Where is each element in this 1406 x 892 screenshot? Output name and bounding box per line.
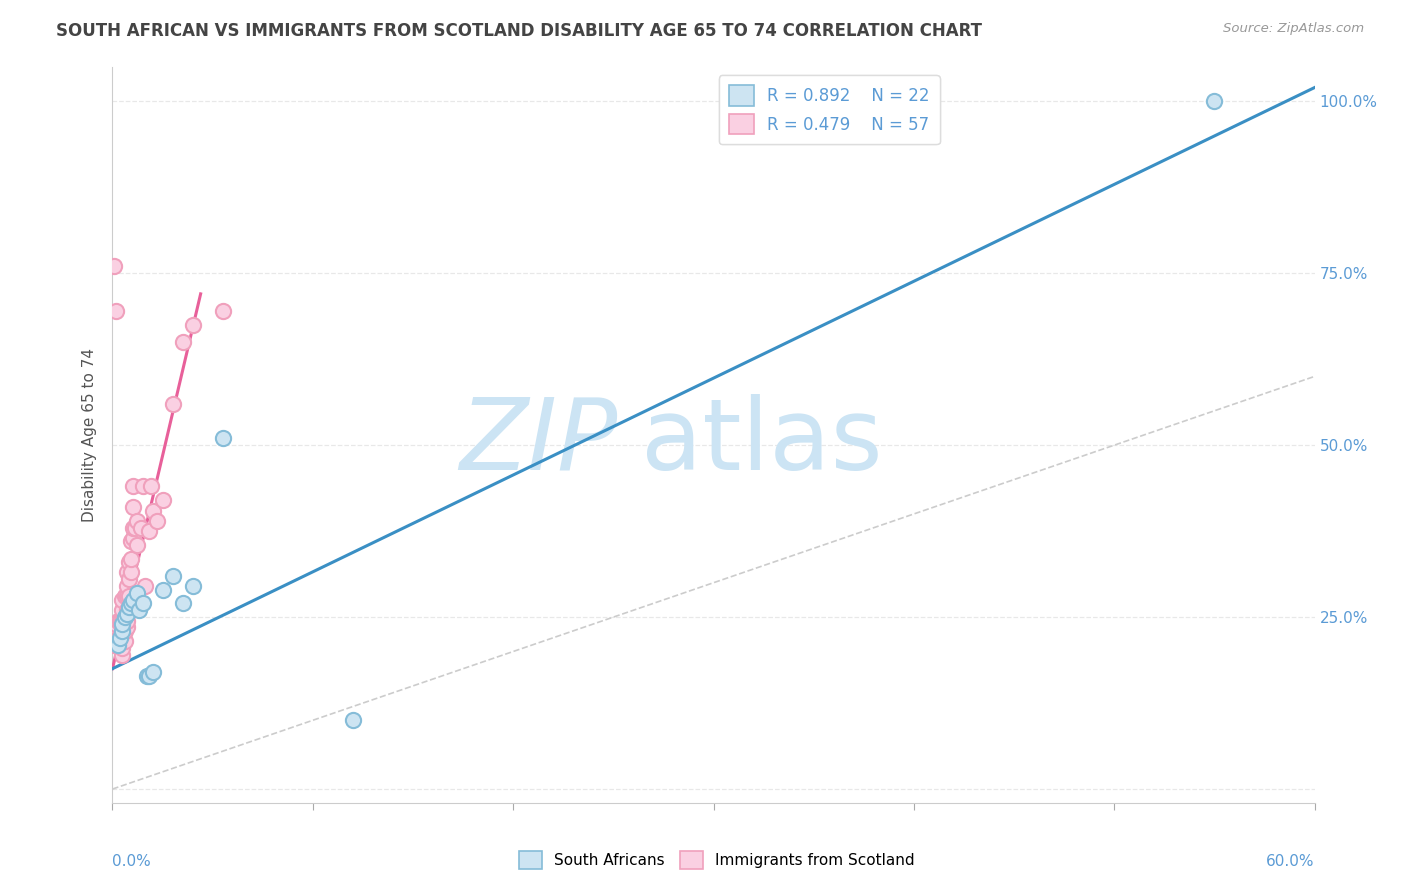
Point <box>115 607 138 621</box>
Point <box>117 572 139 586</box>
Point <box>107 634 129 648</box>
Point <box>145 514 167 528</box>
Point <box>111 614 134 628</box>
Point <box>117 590 139 604</box>
Y-axis label: Disability Age 65 to 74: Disability Age 65 to 74 <box>82 348 97 522</box>
Point <box>110 614 132 628</box>
Point <box>162 569 184 583</box>
Text: 0.0%: 0.0% <box>112 855 152 870</box>
Point <box>181 318 204 332</box>
Point <box>121 521 143 535</box>
Point <box>115 620 138 634</box>
Point <box>181 579 204 593</box>
Point <box>107 638 129 652</box>
Point <box>111 631 134 645</box>
Point <box>107 614 129 628</box>
Legend: R = 0.892    N = 22, R = 0.479    N = 57: R = 0.892 N = 22, R = 0.479 N = 57 <box>718 75 939 145</box>
Text: Source: ZipAtlas.com: Source: ZipAtlas.com <box>1223 22 1364 36</box>
Point <box>105 304 128 318</box>
Point <box>111 617 134 632</box>
Point <box>1204 95 1226 109</box>
Point <box>131 479 153 493</box>
Text: 60.0%: 60.0% <box>1267 855 1315 870</box>
Point <box>131 596 153 610</box>
Text: ZIP: ZIP <box>460 393 617 491</box>
Point <box>115 579 138 593</box>
Point <box>117 555 139 569</box>
Point <box>105 634 128 648</box>
Point <box>152 582 174 597</box>
Point <box>139 479 162 493</box>
Point <box>162 397 184 411</box>
Point <box>141 503 163 517</box>
Point <box>120 566 142 580</box>
Point <box>124 521 146 535</box>
Point <box>110 631 132 645</box>
Point <box>103 638 125 652</box>
Point <box>120 534 142 549</box>
Point <box>114 610 136 624</box>
Point <box>134 579 156 593</box>
Point <box>114 590 136 604</box>
Point <box>107 631 129 645</box>
Point <box>105 617 128 632</box>
Point <box>121 479 143 493</box>
Point <box>111 648 134 662</box>
Point <box>110 634 132 648</box>
Point <box>172 596 194 610</box>
Point <box>115 614 138 628</box>
Point <box>125 538 148 552</box>
Point <box>110 641 132 656</box>
Point <box>141 665 163 680</box>
Point <box>125 586 148 600</box>
Point <box>115 590 138 604</box>
Point <box>125 514 148 528</box>
Point <box>135 668 157 682</box>
Point <box>115 566 138 580</box>
Point <box>117 599 139 614</box>
Point <box>114 624 136 638</box>
Point <box>120 596 142 610</box>
Point <box>211 304 233 318</box>
Point <box>114 634 136 648</box>
Point <box>121 500 143 514</box>
Point <box>120 551 142 566</box>
Point <box>105 627 128 641</box>
Point <box>152 493 174 508</box>
Point <box>138 524 160 538</box>
Point <box>121 531 143 545</box>
Point <box>111 593 134 607</box>
Point <box>129 521 152 535</box>
Point <box>107 638 129 652</box>
Point <box>117 599 139 614</box>
Point <box>172 334 194 349</box>
Point <box>342 713 364 727</box>
Point <box>211 431 233 445</box>
Point <box>103 260 125 274</box>
Text: atlas: atlas <box>641 393 883 491</box>
Point <box>111 641 134 656</box>
Text: SOUTH AFRICAN VS IMMIGRANTS FROM SCOTLAND DISABILITY AGE 65 TO 74 CORRELATION CH: SOUTH AFRICAN VS IMMIGRANTS FROM SCOTLAN… <box>56 22 983 40</box>
Point <box>115 603 138 617</box>
Point <box>121 593 143 607</box>
Point <box>111 620 134 634</box>
Point <box>111 603 134 617</box>
Point <box>111 624 134 638</box>
Point <box>114 614 136 628</box>
Point <box>128 603 150 617</box>
Point <box>128 599 150 614</box>
Legend: South Africans, Immigrants from Scotland: South Africans, Immigrants from Scotland <box>513 845 921 875</box>
Point <box>138 668 160 682</box>
